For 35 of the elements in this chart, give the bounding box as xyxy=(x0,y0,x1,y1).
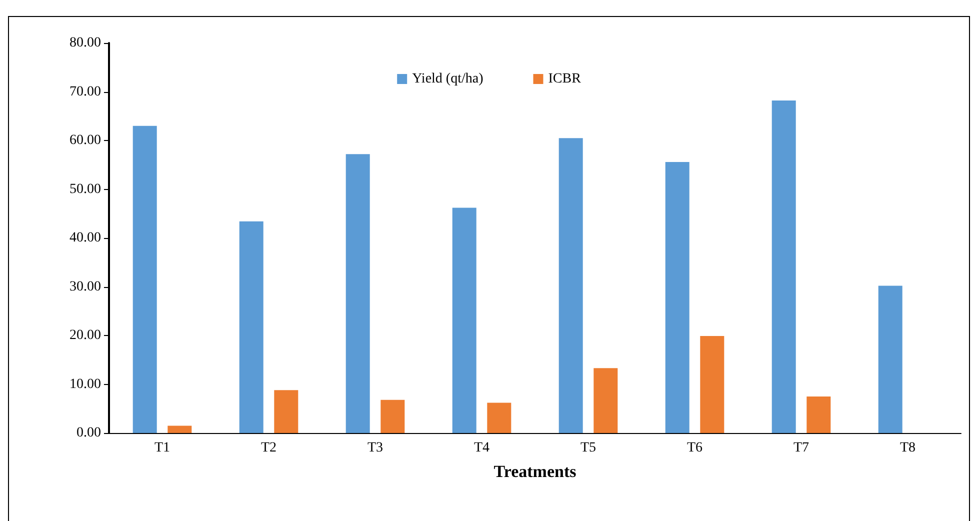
bar xyxy=(665,162,690,433)
y-tick-label: 20.00 xyxy=(70,328,101,343)
x-tick-label: T7 xyxy=(793,440,810,456)
x-tick-label: T6 xyxy=(686,440,703,456)
x-axis-title: Treatments xyxy=(494,462,577,481)
x-tick-label: T8 xyxy=(900,440,916,456)
y-tick-label: 50.00 xyxy=(70,182,101,197)
bar xyxy=(806,396,831,433)
x-tick-label: T3 xyxy=(367,440,384,456)
y-tick-label: 40.00 xyxy=(70,230,101,246)
bar xyxy=(346,154,370,433)
legend-label: Yield (qt/ha) xyxy=(412,72,484,86)
legend-label: ICBR xyxy=(548,72,582,86)
bar xyxy=(452,208,476,433)
bar xyxy=(239,221,264,433)
bar xyxy=(274,390,298,433)
x-tick-label: T2 xyxy=(260,440,277,456)
bar xyxy=(168,426,192,433)
bar xyxy=(487,402,512,433)
y-tick-label: 10.00 xyxy=(70,376,101,392)
y-tick-label: 70.00 xyxy=(70,84,101,100)
y-tick-label: 0.00 xyxy=(76,426,101,440)
bar xyxy=(700,336,724,433)
y-tick-label: 30.00 xyxy=(70,279,101,294)
bar xyxy=(594,368,618,433)
bar xyxy=(132,126,157,433)
y-tick-label: 80.00 xyxy=(70,36,101,50)
x-tick-label: T4 xyxy=(474,440,490,456)
bar xyxy=(380,400,405,433)
bar xyxy=(772,100,796,433)
bar xyxy=(558,138,583,433)
x-tick-label: T5 xyxy=(580,440,596,456)
y-tick-label: 60.00 xyxy=(70,133,101,148)
bar xyxy=(878,286,902,433)
x-tick-label: T1 xyxy=(154,440,170,456)
